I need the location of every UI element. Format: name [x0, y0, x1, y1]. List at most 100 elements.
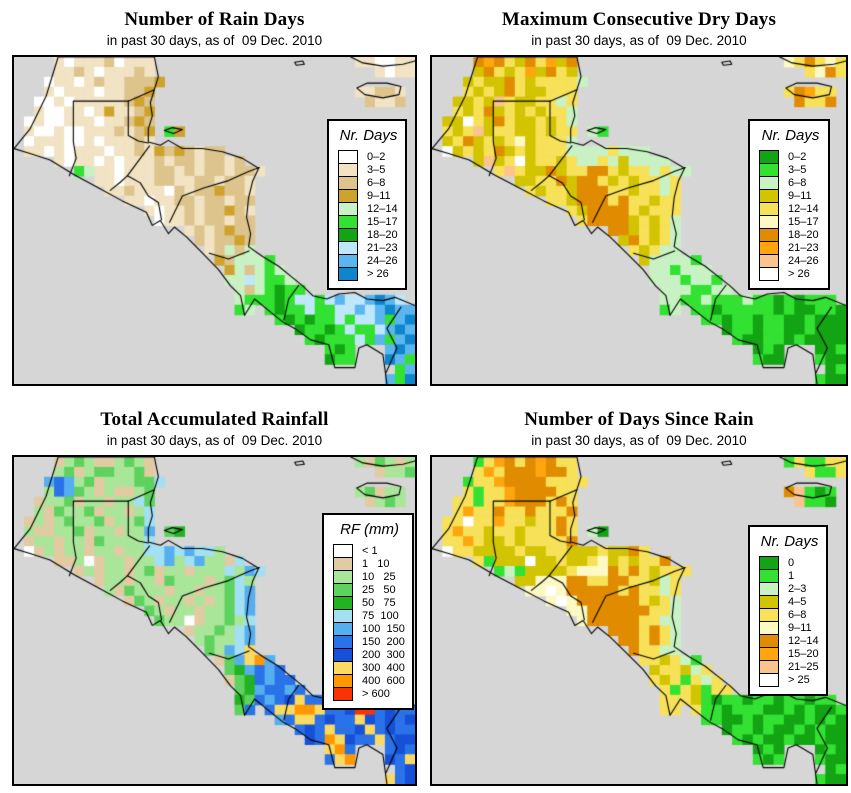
legend-color-swatch — [759, 189, 779, 203]
legend-label: 25 50 — [362, 583, 396, 596]
legend-dry-days: Nr. Days 0–2 3–5 6–8 9–11 12–14 15–17 18–20 21–… — [748, 119, 830, 290]
legend-color-swatch — [759, 582, 779, 596]
legend-label: 12–14 — [788, 634, 819, 647]
legend-entry: 9–11 — [338, 189, 399, 203]
legend-color-swatch — [333, 674, 353, 688]
legend-color-swatch — [338, 241, 358, 255]
panel-number-of-rain-days: Number of Rain Days in past 30 days, as … — [12, 0, 417, 386]
legend-entry: 6–8 — [338, 176, 399, 190]
legend-color-swatch — [338, 202, 358, 216]
map-subtitle: in past 30 days, as of 09 Dec. 2010 — [531, 433, 747, 448]
legend-label: 15–20 — [788, 647, 819, 660]
legend-color-swatch — [333, 622, 353, 636]
legend-entry: 18–20 — [338, 228, 399, 242]
legend-color-swatch — [333, 544, 353, 558]
legend-entry: 300 400 — [333, 661, 406, 675]
legend-label: 24–26 — [788, 254, 819, 267]
legend-label: 150 200 — [362, 635, 405, 648]
legend-title: Nr. Days — [760, 533, 819, 550]
legend-entry: 9–11 — [759, 621, 820, 635]
legend-entry: 12–14 — [338, 202, 399, 216]
legend-label: 1 — [788, 569, 795, 582]
legend-color-swatch — [333, 635, 353, 649]
legend-entry: 6–8 — [759, 608, 820, 622]
legend-label: 9–11 — [788, 189, 812, 202]
legend-color-swatch — [759, 228, 779, 242]
legend-entry: 15–17 — [759, 215, 822, 229]
legend-label: 75 100 — [362, 609, 399, 622]
legend-days-since-rain: Nr. Days 0 1 2–3 4–5 6–8 9–11 12–14 15–20 21–25 >… — [748, 525, 828, 696]
legend-label: 21–23 — [788, 241, 819, 254]
legend-color-swatch — [759, 241, 779, 255]
legend-entry: 1 — [759, 569, 820, 583]
legend-color-swatch — [333, 570, 353, 584]
legend-entry: > 26 — [338, 267, 399, 281]
map-title: Total Accumulated Rainfall — [100, 409, 329, 430]
legend-entry: 6–8 — [759, 176, 822, 190]
legend-entry: 100 150 — [333, 622, 406, 636]
legend-entry: 24–26 — [759, 254, 822, 268]
legend-entry: > 25 — [759, 673, 820, 687]
legend-label: 10 25 — [362, 570, 396, 583]
legend-entry: > 26 — [759, 267, 822, 281]
legend-entry: < 1 — [333, 544, 406, 558]
legend-label: 6–8 — [788, 176, 807, 189]
legend-color-swatch — [759, 660, 779, 674]
map-frame-rain-days: Nr. Days 0–2 3–5 6–8 9–11 12–14 15–17 18–20 21–… — [12, 55, 417, 386]
legend-color-swatch — [338, 150, 358, 164]
row-top: Number of Rain Days in past 30 days, as … — [0, 0, 851, 386]
legend-color-swatch — [338, 267, 358, 281]
legend-label: > 25 — [788, 673, 810, 686]
legend-color-swatch — [333, 661, 353, 675]
legend-color-swatch — [759, 673, 779, 687]
legend-color-swatch — [338, 163, 358, 177]
legend-entry: 18–20 — [759, 228, 822, 242]
panel-days-since-rain: Number of Days Since Rain in past 30 day… — [430, 400, 848, 786]
legend-label: 9–11 — [788, 621, 812, 634]
legend-label: 6–8 — [788, 608, 807, 621]
panel-max-consecutive-dry-days: Maximum Consecutive Dry Days in past 30 … — [430, 0, 848, 386]
legend-color-swatch — [759, 634, 779, 648]
legend-body: 0 1 2–3 4–5 6–8 9–11 12–14 15–20 21–25 > 25 — [759, 556, 820, 687]
legend-label: 0–2 — [367, 150, 386, 163]
map-subtitle: in past 30 days, as of 09 Dec. 2010 — [106, 433, 323, 448]
legend-color-swatch — [333, 687, 353, 701]
legend-label: 50 75 — [362, 596, 396, 609]
legend-label: 12–14 — [367, 202, 398, 215]
legend-entry: 3–5 — [338, 163, 399, 177]
legend-color-swatch — [759, 647, 779, 661]
legend-label: > 26 — [367, 267, 389, 280]
legend-entry: 21–23 — [338, 241, 399, 255]
legend-entry: 50 75 — [333, 596, 406, 610]
legend-title: RF (mm) — [340, 521, 399, 538]
legend-label: 4–5 — [788, 595, 807, 608]
legend-entry: 9–11 — [759, 189, 822, 203]
legend-label: 100 150 — [362, 622, 405, 635]
legend-entry: 3–5 — [759, 163, 822, 177]
legend-entry: 4–5 — [759, 595, 820, 609]
legend-label: 9–11 — [367, 189, 391, 202]
legend-entry: 10 25 — [333, 570, 406, 584]
legend-body: 0–2 3–5 6–8 9–11 12–14 15–17 18–20 21–23 24–26 > … — [759, 150, 822, 281]
legend-entry: 24–26 — [338, 254, 399, 268]
legend-color-swatch — [333, 596, 353, 610]
row-bottom: Total Accumulated Rainfall in past 30 da… — [0, 400, 851, 786]
legend-color-swatch — [759, 202, 779, 216]
legend-entry: 400 600 — [333, 674, 406, 688]
map-title: Number of Days Since Rain — [524, 409, 754, 430]
legend-color-swatch — [759, 556, 779, 570]
legend-entry: 200 300 — [333, 648, 406, 662]
legend-color-swatch — [338, 189, 358, 203]
legend-entry: 0 — [759, 556, 820, 570]
legend-label: 15–17 — [367, 215, 398, 228]
legend-label: 2–3 — [788, 582, 807, 595]
legend-label: 18–20 — [367, 228, 398, 241]
legend-color-swatch — [759, 254, 779, 268]
legend-entry: 25 50 — [333, 583, 406, 597]
legend-entry: 15–17 — [338, 215, 399, 229]
legend-title: Nr. Days — [761, 127, 820, 144]
